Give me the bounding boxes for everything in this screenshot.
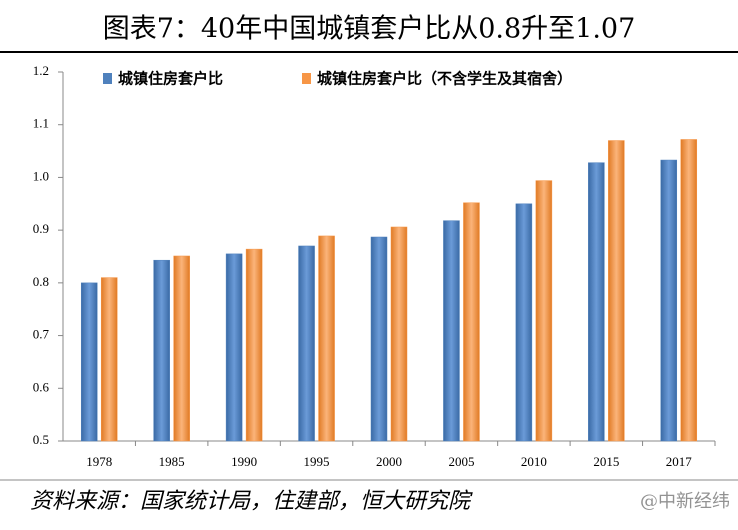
bar [463, 202, 480, 442]
x-tick-label: 1995 [304, 454, 330, 469]
bar [318, 235, 335, 442]
legend-label: 城镇住房套户比 [118, 70, 223, 88]
x-tick-label: 2017 [666, 454, 693, 469]
legend-swatch [103, 73, 112, 84]
chart-title: 图表7：40年中国城镇套户比从0.8升至1.07 [103, 14, 636, 45]
x-tick-label: 2010 [521, 454, 547, 469]
bar [660, 159, 678, 442]
y-tick-label: 0.8 [33, 274, 49, 289]
bar [173, 255, 190, 442]
bar [245, 248, 263, 442]
bar [608, 140, 625, 442]
x-tick-label: 2015 [593, 454, 619, 469]
bar [80, 282, 98, 442]
legend-swatch [302, 73, 311, 84]
x-tick-label: 1985 [159, 454, 185, 469]
bar [443, 220, 460, 442]
watermark: @中新经纬 [640, 491, 730, 512]
legend-label: 城镇住房套户比（不含学生及其宿舍） [317, 70, 572, 88]
y-tick-label: 0.7 [33, 327, 50, 342]
bar [225, 253, 243, 442]
bar [100, 277, 118, 442]
y-tick-label: 0.6 [33, 379, 50, 394]
bar [535, 180, 553, 442]
bar [298, 245, 315, 442]
y-tick-label: 1.0 [33, 168, 49, 183]
bar [390, 226, 408, 442]
y-tick-label: 0.9 [33, 221, 49, 236]
bar [680, 139, 698, 442]
y-tick-label: 1.2 [33, 63, 49, 78]
x-tick-label: 1990 [231, 454, 257, 469]
bar [515, 203, 533, 442]
x-tick-label: 1978 [86, 454, 112, 469]
source: 资料来源：国家统计局，住建部，恒大研究院 [30, 489, 473, 514]
y-tick-label: 0.5 [33, 432, 49, 447]
x-tick-label: 2005 [448, 454, 474, 469]
bar [153, 259, 170, 442]
bar [588, 162, 605, 442]
x-tick-label: 2000 [376, 454, 402, 469]
y-tick-label: 1.1 [33, 116, 49, 131]
bar [370, 236, 388, 442]
